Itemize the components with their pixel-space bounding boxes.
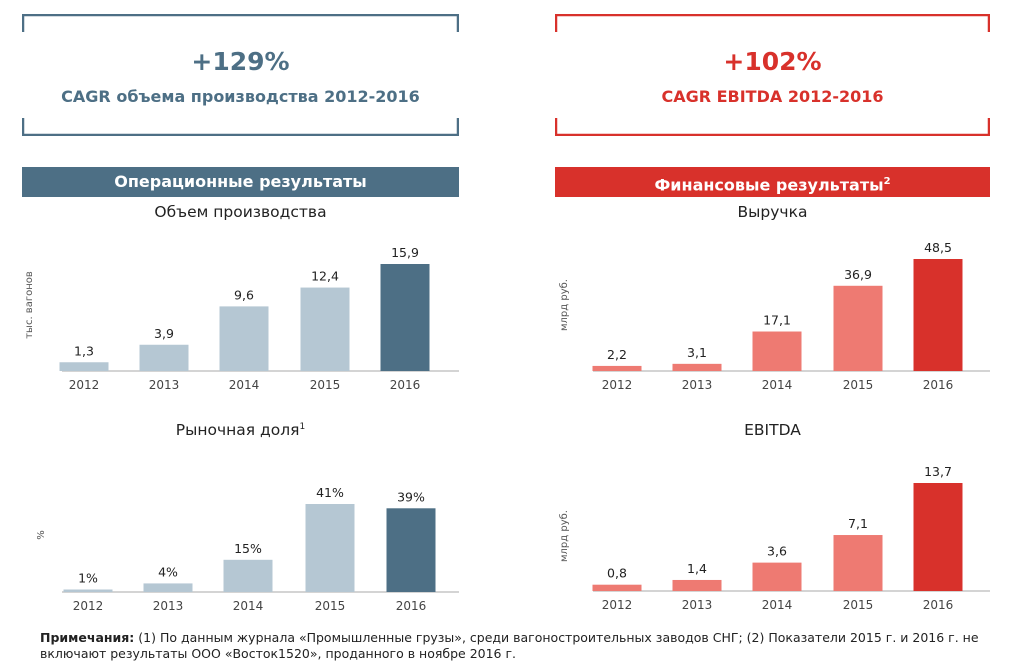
chart-volume-plot: тыс. вагонов 1,3 2012 3,9 2013 9,6 2014 12,4 201… bbox=[24, 245, 459, 392]
ebitda-bar-2014 bbox=[752, 562, 802, 591]
revenue-value-label-2014: 17,1 bbox=[763, 313, 791, 328]
financial-results-text: Финансовые результаты bbox=[654, 175, 884, 195]
chart-revenue-title-text: Выручка bbox=[737, 203, 808, 221]
share-bar-2013 bbox=[143, 583, 193, 592]
financial-results-banner: Финансовые результаты2 bbox=[555, 167, 990, 197]
ebitda-value-label-2014: 3,6 bbox=[767, 544, 787, 559]
revenue-value-label-2013: 3,1 bbox=[687, 345, 707, 360]
operational-results-banner: Операционные результаты bbox=[22, 167, 459, 197]
share-bar-2012 bbox=[63, 589, 113, 592]
share-value-label-2015: 41% bbox=[316, 485, 344, 500]
chart-ebitda-title: EBITDA bbox=[555, 421, 990, 439]
revenue-bar-2015 bbox=[833, 285, 883, 371]
ebitda-value-label-2012: 0,8 bbox=[607, 566, 627, 581]
kpi-ebitda-value: +102% bbox=[723, 47, 822, 76]
share-tick-label-2012: 2012 bbox=[73, 599, 104, 613]
volume-bar-2012 bbox=[59, 362, 109, 371]
share-tick-label-2015: 2015 bbox=[315, 599, 346, 613]
revenue-bar-2013 bbox=[672, 363, 722, 371]
footnotes-label: Примечания: bbox=[40, 630, 135, 645]
share-tick-label-2014: 2014 bbox=[233, 599, 264, 613]
revenue-tick-label-2015: 2015 bbox=[843, 378, 874, 392]
revenue-y-label: млрд руб. bbox=[559, 279, 570, 331]
revenue-bar-2012 bbox=[592, 365, 642, 371]
chart-revenue: Выручка млрд руб. 2,2 2012 3,1 2013 17,1 2014 3… bbox=[555, 200, 990, 400]
ebitda-tick-label-2014: 2014 bbox=[762, 598, 793, 612]
revenue-value-label-2015: 36,9 bbox=[844, 267, 872, 282]
revenue-tick-label-2014: 2014 bbox=[762, 378, 793, 392]
financial-results-footnote: 2 bbox=[883, 176, 891, 187]
volume-bar-2013 bbox=[139, 344, 189, 371]
ebitda-bar-2016 bbox=[913, 483, 963, 591]
volume-value-label-2012: 1,3 bbox=[74, 343, 94, 358]
ebitda-tick-label-2016: 2016 bbox=[923, 598, 954, 612]
ebitda-tick-label-2012: 2012 bbox=[602, 598, 633, 612]
ebitda-tick-label-2013: 2013 bbox=[682, 598, 713, 612]
volume-tick-label-2016: 2016 bbox=[390, 378, 421, 392]
volume-value-label-2013: 3,9 bbox=[154, 326, 174, 341]
ebitda-value-label-2015: 7,1 bbox=[848, 516, 868, 531]
revenue-value-label-2016: 48,5 bbox=[924, 240, 952, 255]
kpi-bracket-left bbox=[22, 14, 459, 136]
chart-share-title: Рыночная доля1 bbox=[22, 421, 459, 439]
kpi-production-value: +129% bbox=[191, 47, 290, 76]
chart-ebitda-title-text: EBITDA bbox=[744, 421, 801, 439]
kpi-ebitda-cagr: +102% CAGR EBITDA 2012-2016 bbox=[555, 14, 990, 136]
chart-share-title-sup: 1 bbox=[299, 421, 306, 432]
chart-share-plot: % 1% 2012 4% 2013 15% 2014 41% 2015 39% 2016 bbox=[36, 485, 459, 613]
chart-ebitda-plot: млрд руб. 0,8 2012 1,4 2013 3,6 2014 7,1 2015 13,… bbox=[559, 464, 990, 612]
volume-tick-label-2015: 2015 bbox=[310, 378, 341, 392]
chart-revenue-title: Выручка bbox=[555, 203, 990, 221]
share-bar-2015 bbox=[305, 504, 355, 592]
volume-y-label: тыс. вагонов bbox=[24, 271, 35, 339]
ebitda-bar-2015 bbox=[833, 535, 883, 591]
volume-tick-label-2013: 2013 bbox=[149, 378, 180, 392]
chart-ebitda: EBITDA млрд руб. 0,8 2012 1,4 2013 3,6 2014 7,1… bbox=[555, 418, 990, 618]
footnotes-text: (1) По данным журнала «Промышленные груз… bbox=[40, 630, 979, 661]
kpi-ebitda-label: CAGR EBITDA 2012-2016 bbox=[661, 87, 884, 106]
volume-value-label-2014: 9,6 bbox=[234, 287, 254, 302]
revenue-tick-label-2013: 2013 bbox=[682, 378, 713, 392]
revenue-tick-label-2016: 2016 bbox=[923, 378, 954, 392]
ebitda-bar-2012 bbox=[592, 584, 642, 591]
ebitda-bar-2013 bbox=[672, 579, 722, 591]
kpi-bracket-right bbox=[555, 14, 990, 136]
footnotes: Примечания: (1) По данным журнала «Промы… bbox=[40, 630, 1000, 662]
volume-value-label-2016: 15,9 bbox=[391, 245, 419, 260]
share-tick-label-2013: 2013 bbox=[153, 599, 184, 613]
volume-value-label-2015: 12,4 bbox=[311, 269, 339, 284]
revenue-tick-label-2012: 2012 bbox=[602, 378, 633, 392]
share-tick-label-2016: 2016 bbox=[396, 599, 427, 613]
chart-volume: Объем производства тыс. вагонов 1,3 2012 3,… bbox=[22, 200, 459, 400]
volume-tick-label-2012: 2012 bbox=[69, 378, 100, 392]
revenue-bar-2014 bbox=[752, 331, 802, 371]
chart-revenue-plot: млрд руб. 2,2 2012 3,1 2013 17,1 2014 36,9 2015 4… bbox=[559, 240, 990, 392]
revenue-value-label-2012: 2,2 bbox=[607, 347, 627, 362]
volume-bar-2016 bbox=[380, 264, 430, 371]
chart-share: Рыночная доля1 % 1% 2012 4% 2013 15% 2014 41% 20… bbox=[22, 418, 459, 618]
ebitda-tick-label-2015: 2015 bbox=[843, 598, 874, 612]
chart-volume-title: Объем производства bbox=[22, 203, 459, 221]
chart-volume-title-text: Объем производства bbox=[154, 203, 327, 221]
ebitda-value-label-2016: 13,7 bbox=[924, 464, 952, 479]
share-value-label-2012: 1% bbox=[78, 571, 98, 586]
volume-bar-2015 bbox=[300, 287, 350, 371]
share-bar-2016 bbox=[386, 508, 436, 592]
share-y-label: % bbox=[36, 530, 47, 540]
volume-tick-label-2014: 2014 bbox=[229, 378, 260, 392]
operational-results-text: Операционные результаты bbox=[114, 172, 367, 191]
volume-bar-2014 bbox=[219, 306, 269, 371]
ebitda-value-label-2013: 1,4 bbox=[687, 561, 707, 576]
kpi-production-label: CAGR объема производства 2012-2016 bbox=[61, 87, 420, 106]
share-value-label-2013: 4% bbox=[158, 564, 178, 579]
ebitda-y-label: млрд руб. bbox=[559, 510, 570, 562]
chart-share-title-text: Рыночная доля bbox=[175, 421, 300, 439]
share-value-label-2016: 39% bbox=[397, 489, 425, 504]
share-value-label-2014: 15% bbox=[234, 541, 262, 556]
share-bar-2014 bbox=[223, 559, 273, 592]
revenue-bar-2016 bbox=[913, 259, 963, 371]
kpi-production-cagr: +129% CAGR объема производства 2012-2016 bbox=[22, 14, 459, 136]
